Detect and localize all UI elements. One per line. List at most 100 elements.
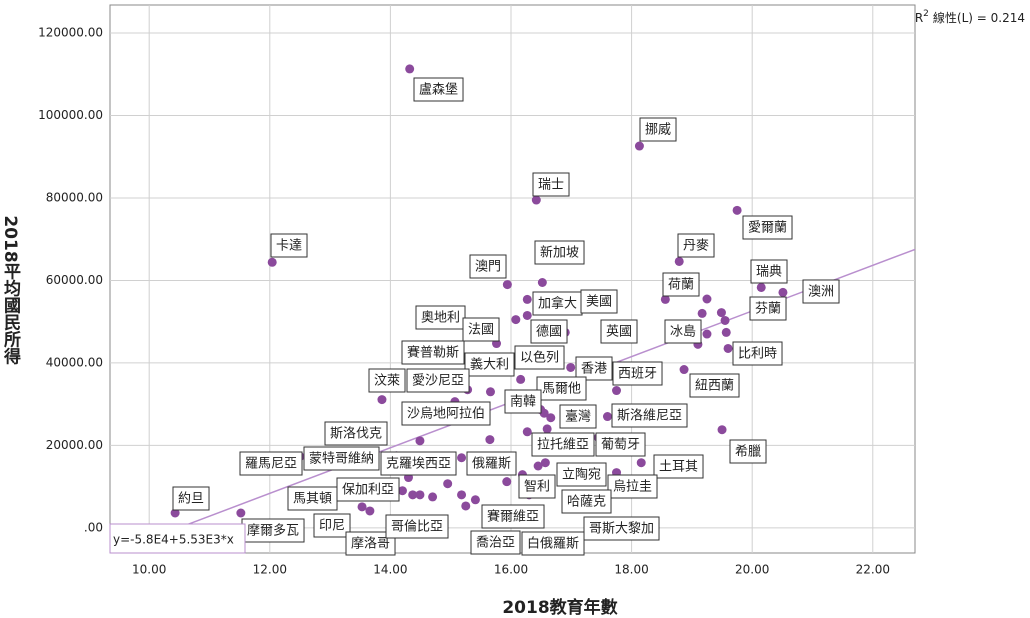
label-box xyxy=(583,516,660,541)
data-point xyxy=(485,387,495,397)
label-box xyxy=(345,531,396,556)
data-point xyxy=(716,308,726,318)
label-box xyxy=(466,451,517,476)
label-box xyxy=(469,254,507,279)
data-point xyxy=(732,205,742,215)
point-label: 法國 xyxy=(468,323,494,338)
point-label: 荷蘭 xyxy=(668,277,694,293)
data-point xyxy=(539,408,549,418)
data-point xyxy=(702,294,712,304)
label-box xyxy=(401,401,491,426)
label-box xyxy=(611,403,688,428)
data-point xyxy=(415,490,425,500)
point-label: 卡達 xyxy=(276,239,302,254)
data-point xyxy=(533,461,543,471)
label-box xyxy=(677,233,715,258)
point-label: 澳門 xyxy=(475,259,501,275)
point-label: 蒙特哥維納 xyxy=(309,452,374,467)
point-label: 瑞典 xyxy=(756,265,782,280)
data-point xyxy=(461,501,471,511)
data-point xyxy=(566,362,576,372)
data-point xyxy=(365,506,375,516)
data-point xyxy=(756,282,766,292)
point-label: 冰島 xyxy=(670,325,696,340)
data-point xyxy=(546,413,556,423)
label-box xyxy=(534,240,585,265)
data-point xyxy=(522,294,532,304)
data-point xyxy=(502,280,512,290)
label-box xyxy=(580,289,618,314)
data-point xyxy=(634,141,644,151)
point-label: 盧森堡 xyxy=(419,82,458,98)
point-label: 南韓 xyxy=(510,394,536,410)
data-point xyxy=(542,424,552,434)
point-label: 丹麥 xyxy=(683,238,709,254)
point-label: 智利 xyxy=(524,480,550,495)
point-label: 土耳其 xyxy=(659,460,698,475)
point-label: 賽普勒斯 xyxy=(407,345,459,361)
x-tick-label: 10.00 xyxy=(132,563,166,577)
point-label: 斯洛伐克 xyxy=(330,427,382,442)
label-box xyxy=(172,486,210,511)
data-point xyxy=(516,374,526,384)
x-tick-label: 14.00 xyxy=(373,563,407,577)
point-label: 立陶宛 xyxy=(562,467,601,483)
point-label: 哥斯大黎加 xyxy=(589,522,654,537)
data-point xyxy=(540,458,550,468)
point-label: 香港 xyxy=(581,362,607,377)
label-box xyxy=(559,404,597,429)
x-tick-label: 20.00 xyxy=(735,563,769,577)
fit-label-box xyxy=(109,523,246,554)
label-box xyxy=(413,77,464,102)
point-label: 瑞士 xyxy=(538,178,564,193)
data-point xyxy=(457,490,467,500)
label-box xyxy=(406,368,470,393)
data-point xyxy=(408,490,418,500)
point-label: 愛沙尼亞 xyxy=(412,374,464,389)
point-label: 摩洛哥 xyxy=(351,536,390,552)
data-point xyxy=(236,508,246,518)
r2-prefix: R xyxy=(915,11,923,25)
data-point xyxy=(415,436,425,446)
data-point xyxy=(397,486,407,496)
data-point xyxy=(612,386,622,396)
fit-label: y=-5.8E4+5.53E3*x xyxy=(113,533,234,547)
label-box xyxy=(742,215,793,240)
point-label: 愛爾蘭 xyxy=(748,220,787,236)
label-box xyxy=(749,296,787,321)
point-label: 哈薩克 xyxy=(567,495,606,510)
point-label: 希臘 xyxy=(735,445,761,460)
point-label: 英國 xyxy=(606,325,632,340)
y-tick-label: 20000.00 xyxy=(46,438,103,452)
label-box xyxy=(556,462,607,487)
label-box xyxy=(504,389,542,414)
data-point xyxy=(778,287,788,297)
y-tick-label: 60000.00 xyxy=(46,273,103,287)
point-label: 俄羅斯 xyxy=(472,457,511,472)
label-box xyxy=(518,474,556,499)
label-box xyxy=(521,531,585,556)
data-point xyxy=(470,495,480,505)
y-tick-label: 80000.00 xyxy=(46,190,103,204)
data-point xyxy=(679,365,689,375)
point-label: 馬其頓 xyxy=(293,492,332,507)
data-point xyxy=(537,278,547,288)
label-box xyxy=(401,340,465,365)
point-label: 羅馬尼亞 xyxy=(245,457,297,472)
point-label: 保加利亞 xyxy=(342,483,394,498)
data-point xyxy=(443,479,453,489)
data-point xyxy=(428,492,438,502)
y-tick-label: 100000.00 xyxy=(38,108,103,122)
data-point xyxy=(405,64,415,74)
x-tick-label: 12.00 xyxy=(253,563,287,577)
data-point xyxy=(636,458,646,468)
data-point xyxy=(511,315,521,325)
label-box xyxy=(239,451,303,476)
label-box xyxy=(536,376,587,401)
point-label: 葡萄牙 xyxy=(601,438,640,453)
point-label: 喬治亞 xyxy=(476,535,515,551)
data-point xyxy=(457,453,467,463)
label-box xyxy=(600,319,638,344)
label-box xyxy=(303,446,380,471)
